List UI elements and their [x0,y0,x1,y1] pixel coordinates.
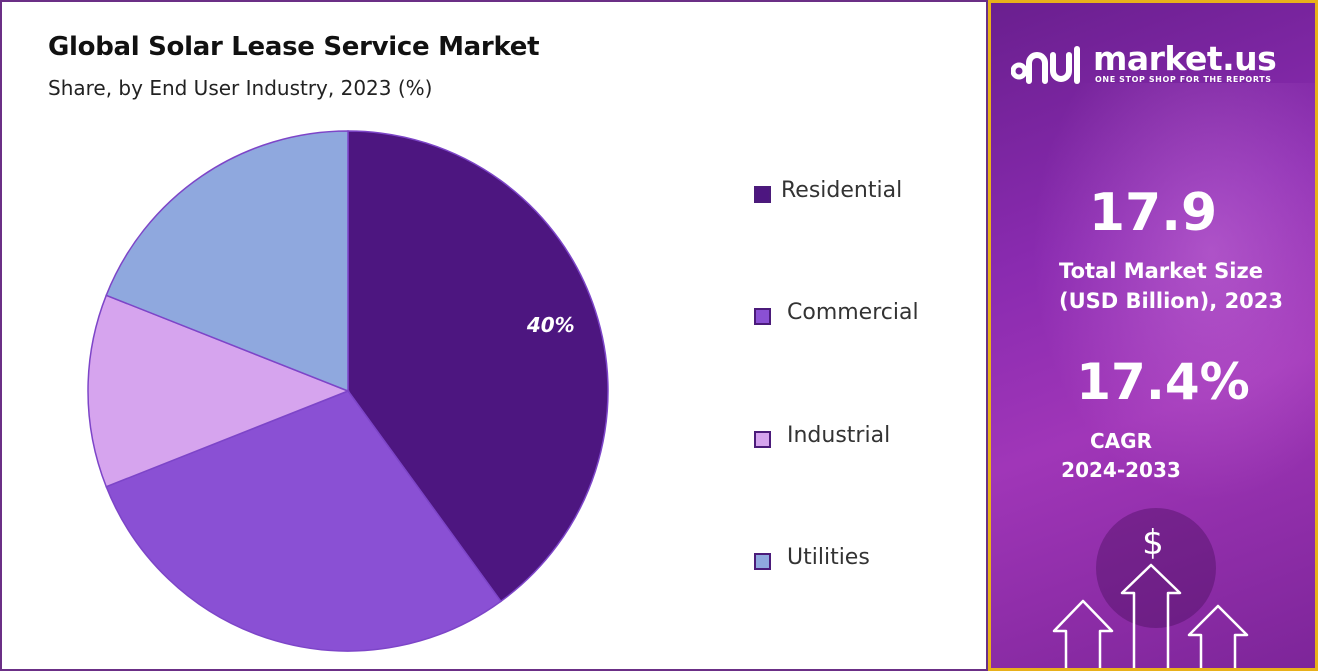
market-size-label-line1: Total Market Size [1059,259,1263,283]
pie-label-residential: 40% [526,313,575,337]
legend-swatch-industrial [754,431,771,448]
pie-slice-commercial[interactable] [105,390,502,652]
cagr-value: 17.4% [1076,353,1250,411]
chart-panel: Global Solar Lease Service Market Share,… [0,0,988,671]
summary-panel: market.us ONE STOP SHOP FOR THE REPORTS … [988,0,1318,671]
market-size-label-line2: (USD Billion), 2023 [1058,289,1284,313]
legend-item-residential[interactable]: Residential [754,178,974,208]
dollar-symbol: $ [1142,523,1164,563]
cagr-label-line1: CAGR [1090,429,1152,453]
brand-logo[interactable]: market.us ONE STOP SHOP FOR THE REPORTS [1011,39,1311,91]
brand-tagline: ONE STOP SHOP FOR THE REPORTS [1095,75,1272,84]
legend-swatch-commercial [754,308,771,325]
legend-label-commercial: Commercial [787,300,919,325]
legend-label-industrial: Industrial [787,423,891,448]
pie-chart: 40% [87,130,609,652]
legend-label-residential: Residential [781,178,903,203]
brand-name: market.us [1093,39,1277,78]
pie-slice-utilities[interactable] [105,130,349,393]
background-coin [1096,508,1216,628]
legend-label-utilities: Utilities [787,545,870,570]
growth-arrows-icon [1052,563,1249,668]
background-glow [1031,83,1315,503]
legend-swatch-residential [754,186,771,203]
legend-item-industrial[interactable]: Industrial [754,423,974,453]
chart-title: Global Solar Lease Service Market [48,32,540,62]
pie-slice-industrial[interactable] [87,294,351,488]
legend-item-commercial[interactable]: Commercial [754,300,974,330]
cagr-label-line2: 2024-2033 [1061,458,1181,482]
pie-slice-residential[interactable] [347,130,609,603]
market-size-value: 17.9 [1088,183,1218,243]
chart-subtitle: Share, by End User Industry, 2023 (%) [48,76,433,100]
legend-item-utilities[interactable]: Utilities [754,545,974,575]
legend-swatch-utilities [754,553,771,570]
market-us-logo-icon [1011,46,1080,84]
